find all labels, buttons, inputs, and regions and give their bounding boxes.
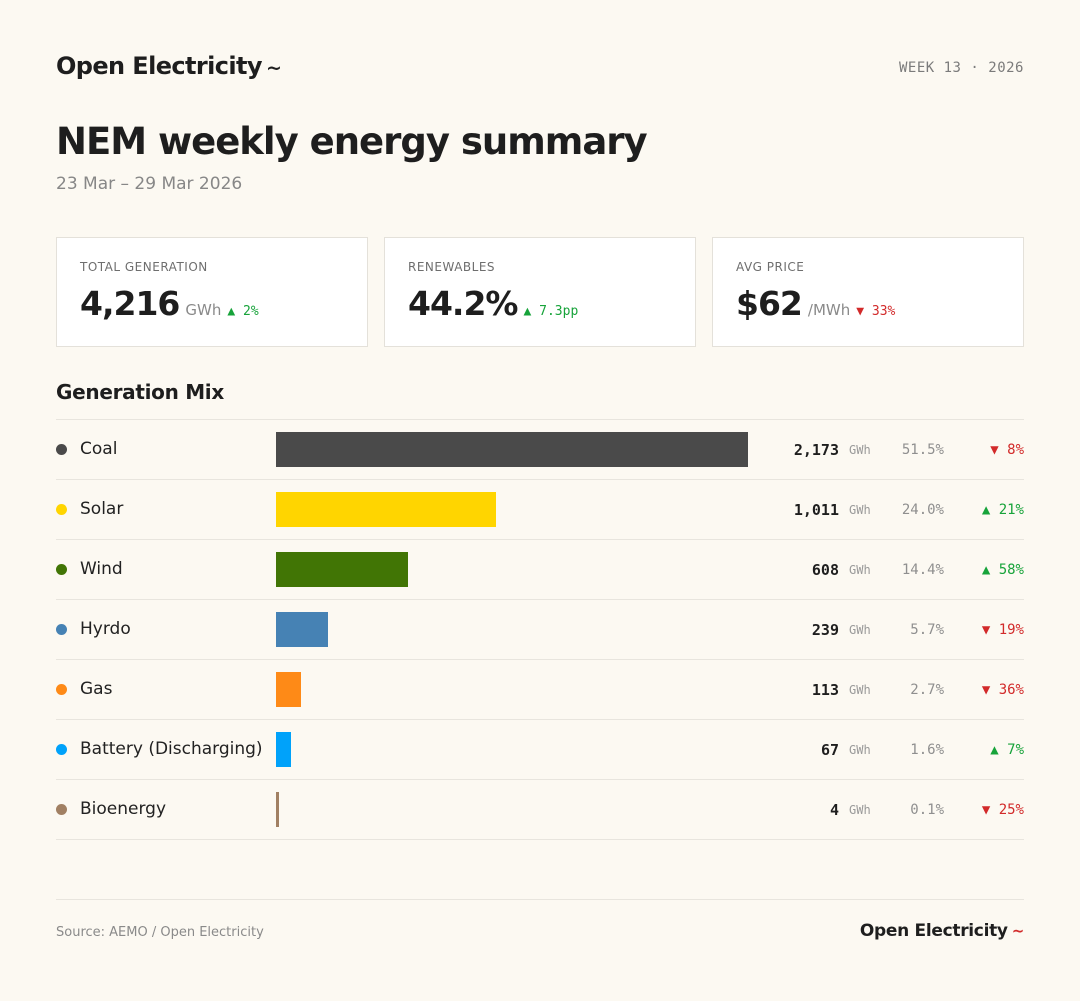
generation-unit: GWh [849,503,871,517]
brand-mark-icon: ~ [265,57,282,79]
change-value: ▼ 8% [990,442,1024,458]
card-label: RENEWABLES [408,260,496,274]
footer: Source: AEMO / Open Electricity Open Ele… [56,899,1024,969]
mix-row: Wind 608 GWh 14.4% ▲ 58% [56,540,1024,600]
date-range: 23 Mar – 29 Mar 2026 [56,174,243,194]
mix-row: Battery (Discharging) 67 GWh 1.6% ▲ 7% [56,720,1024,780]
card-avg-price: AVG PRICE $62/MWh ▼ 33% [712,237,1024,347]
change-value: ▼ 25% [981,802,1024,818]
fuel-label: Solar [80,499,124,519]
change-value: ▲ 21% [981,502,1024,518]
bar-track [276,552,748,587]
mix-row: Solar 1,011 GWh 24.0% ▲ 21% [56,480,1024,540]
legend-dot-icon [56,444,67,455]
brand-name: Open Electricity [56,52,263,80]
share-value: 0.1% [910,802,944,818]
card-value: 44.2% [408,284,518,323]
top-bar: Open Electricity ~ WEEK 13 · 2026 [56,52,1024,84]
generation-value: 4 [829,801,839,819]
bar-track [276,732,748,767]
card-value: $62 [736,284,803,323]
card-value: 4,216 [80,284,180,323]
bar [276,672,301,707]
legend-dot-icon [56,504,67,515]
bar [276,492,496,527]
card-label: AVG PRICE [736,260,805,274]
fuel-label: Gas [80,679,113,699]
card-value-row: $62/MWh ▼ 33% [736,284,895,323]
generation-value: 239 [811,621,839,639]
page-title: NEM weekly energy summary [56,120,648,163]
card-label: TOTAL GENERATION [80,260,208,274]
report-page: Open Electricity ~ WEEK 13 · 2026 NEM wee… [56,0,1024,1001]
card-delta: ▲ 7.3pp [523,304,579,319]
share-value: 1.6% [910,742,944,758]
legend-dot-icon [56,744,67,755]
generation-unit: GWh [849,623,871,637]
fuel-label: Bioenergy [80,799,167,819]
fuel-label: Coal [80,439,118,459]
card-delta: ▼ 33% [856,304,896,319]
footer-brand-logo[interactable]: Open Electricity ~ [860,921,1024,941]
card-renewables: RENEWABLES 44.2% ▲ 7.3pp [384,237,696,347]
change-value: ▼ 19% [981,622,1024,638]
generation-unit: GWh [849,743,871,757]
bar [276,552,409,587]
share-value: 24.0% [901,502,944,518]
bar-track [276,612,748,647]
generation-value: 2,173 [793,441,839,459]
generation-unit: GWh [849,683,871,697]
legend-dot-icon [56,564,67,575]
week-label: WEEK 13 · 2026 [898,60,1024,76]
card-total-generation: TOTAL GENERATION 4,216 GWh ▲ 2% [56,237,368,347]
generation-value: 608 [811,561,839,579]
mix-row: Bioenergy 4 GWh 0.1% ▼ 25% [56,780,1024,840]
change-value: ▲ 58% [981,562,1024,578]
mix-row: Hyrdo 239 GWh 5.7% ▼ 19% [56,600,1024,660]
fuel-label: Hyrdo [80,619,131,639]
generation-mix-title: Generation Mix [56,380,224,404]
fuel-label: Battery (Discharging) [80,739,263,759]
share-value: 14.4% [901,562,944,578]
generation-value: 1,011 [793,501,839,519]
bar [276,792,279,827]
share-value: 5.7% [910,622,944,638]
footer-brand-mark-icon: ~ [1011,922,1025,940]
generation-mix-chart: Coal 2,173 GWh 51.5% ▼ 8% Solar 1,011 GWh 24.0% ▲… [56,419,1024,840]
change-value: ▲ 7% [990,742,1024,758]
legend-dot-icon [56,804,67,815]
bar [276,732,291,767]
footer-brand-name: Open Electricity [859,921,1008,941]
bar-track [276,792,748,827]
card-delta: ▲ 2% [227,304,259,319]
card-value-row: 4,216 GWh ▲ 2% [80,284,259,323]
bar-track [276,492,748,527]
share-value: 51.5% [901,442,944,458]
generation-unit: GWh [849,563,871,577]
card-unit: GWh [185,301,222,319]
generation-unit: GWh [849,803,871,817]
bar [276,612,328,647]
bar [276,432,748,467]
brand-logo[interactable]: Open Electricity ~ [56,52,282,80]
generation-value: 113 [811,681,839,699]
summary-cards: TOTAL GENERATION 4,216 GWh ▲ 2% RENEWABLES… [56,237,1024,347]
change-value: ▼ 36% [981,682,1024,698]
fuel-label: Wind [80,559,123,579]
mix-row: Gas 113 GWh 2.7% ▼ 36% [56,660,1024,720]
source-note: Source: AEMO / Open Electricity [56,925,264,940]
share-value: 2.7% [910,682,944,698]
mix-row: Coal 2,173 GWh 51.5% ▼ 8% [56,420,1024,480]
legend-dot-icon [56,684,67,695]
generation-value: 67 [820,741,839,759]
card-value-row: 44.2% ▲ 7.3pp [408,284,578,323]
card-unit: /MWh [807,301,851,319]
generation-unit: GWh [849,443,871,457]
bar-track [276,432,748,467]
bar-track [276,672,748,707]
legend-dot-icon [56,624,67,635]
